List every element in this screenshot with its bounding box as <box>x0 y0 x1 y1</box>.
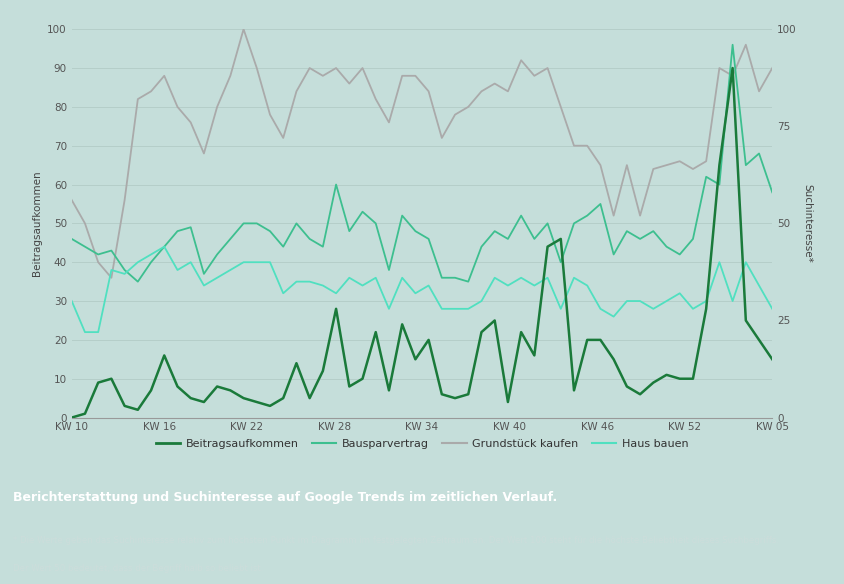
Y-axis label: Suchinteresse*: Suchinteresse* <box>803 184 812 263</box>
Y-axis label: Beitragsaufkommen: Beitragsaufkommen <box>32 171 41 276</box>
Text: Berichterstattung und Suchinteresse auf Google Trends im zeitlichen Verlauf.: Berichterstattung und Suchinteresse auf … <box>13 491 557 503</box>
Text: * Die Werte geben das Suchinteresse relativ zum höchsten Punkt im Diagramm im fe: * Die Werte geben das Suchinteresse rela… <box>13 536 779 545</box>
Text: Der Wert 50 bedeutet, dass der Begriff halb so beliebt ist.: Der Wert 50 bedeutet, dass der Begriff h… <box>13 564 263 572</box>
Legend: Beitragsaufkommen, Bausparvertrag, Grundstück kaufen, Haus bauen: Beitragsaufkommen, Bausparvertrag, Grund… <box>151 434 693 453</box>
